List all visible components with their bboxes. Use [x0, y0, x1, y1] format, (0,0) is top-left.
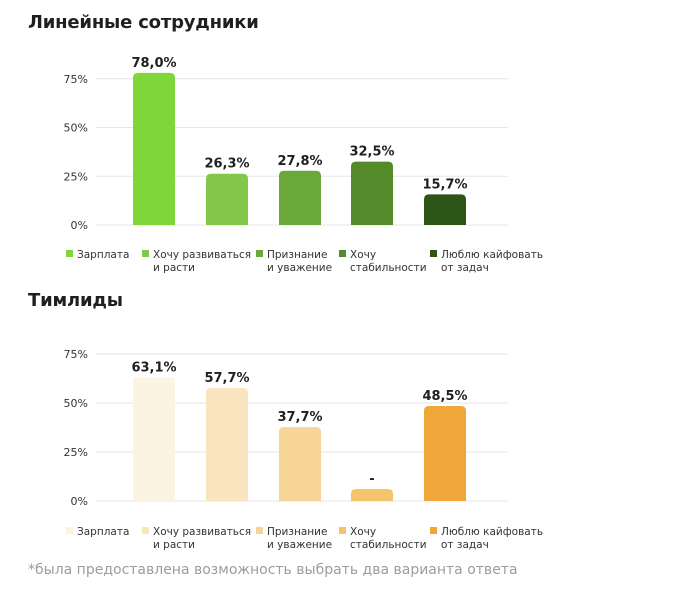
bar: [351, 161, 393, 225]
y-tick-label: 25%: [64, 446, 88, 459]
bar: [279, 427, 321, 501]
y-tick-label: 25%: [64, 170, 88, 183]
legend-swatch: [256, 527, 263, 534]
bar: [206, 387, 248, 501]
bar-charts: 0% 25% 50% 75% 78,0% 26,3% 27,8% 32,5% 15,7% Зарп…: [64, 56, 543, 551]
data-label: 37,7%: [277, 410, 322, 425]
legend-swatch: [339, 250, 346, 257]
y-tick-label: 0%: [71, 219, 88, 232]
bar: [424, 194, 466, 225]
legend-swatch: [430, 250, 437, 257]
bar: [206, 173, 248, 225]
chart-title-teamleads: Тимлиды: [28, 290, 123, 311]
legend-label: от задач: [441, 539, 489, 551]
legend-label: и уважение: [267, 262, 332, 274]
legend-label: Признание: [267, 249, 327, 261]
legend-swatch: [256, 250, 263, 257]
bar: [424, 405, 466, 501]
legend-label: стабильности: [350, 262, 427, 274]
legend-label: Зарплата: [77, 249, 129, 261]
legend-label: от задач: [441, 262, 489, 274]
y-tick-label: 75%: [64, 348, 88, 361]
legend-label: Люблю кайфовать: [441, 249, 543, 261]
legend-label: Зарплата: [77, 526, 129, 538]
data-label: 27,8%: [277, 154, 322, 169]
legend-label: Люблю кайфовать: [441, 526, 543, 538]
data-label: 26,3%: [204, 157, 249, 172]
legend-label: Хочу развиваться: [153, 526, 251, 538]
legend-label: Признание: [267, 526, 327, 538]
legend-label: стабильности: [350, 539, 427, 551]
legend-label: и уважение: [267, 539, 332, 551]
chart-title-line-staff: Линейные сотрудники: [28, 12, 259, 33]
legend-swatch: [66, 250, 73, 257]
legend-label: Хочу развиваться: [153, 249, 251, 261]
data-label: 32,5%: [349, 145, 394, 160]
data-label: 78,0%: [131, 56, 176, 71]
data-label: 48,5%: [422, 389, 467, 404]
legend-label: и расти: [153, 262, 195, 274]
data-label: -: [369, 472, 374, 487]
data-label: 15,7%: [422, 177, 467, 192]
bar: [133, 377, 175, 501]
y-tick-label: 75%: [64, 73, 88, 86]
legend-swatch: [66, 527, 73, 534]
bar: [279, 170, 321, 225]
legend-swatch: [339, 527, 346, 534]
bar: [351, 489, 393, 501]
y-tick-label: 50%: [64, 397, 88, 410]
y-tick-label: 50%: [64, 122, 88, 135]
legend-label: Хочу: [350, 526, 376, 538]
legend-label: и расти: [153, 539, 195, 551]
legend-swatch: [142, 527, 149, 534]
footnote: *была предоставлена возможность выбрать …: [28, 562, 518, 578]
data-label: 57,7%: [204, 371, 249, 386]
legend-swatch: [430, 527, 437, 534]
legend-swatch: [142, 250, 149, 257]
legend-label: Хочу: [350, 249, 376, 261]
data-label: 63,1%: [131, 360, 176, 375]
y-tick-label: 0%: [71, 495, 88, 508]
bar: [133, 72, 175, 226]
